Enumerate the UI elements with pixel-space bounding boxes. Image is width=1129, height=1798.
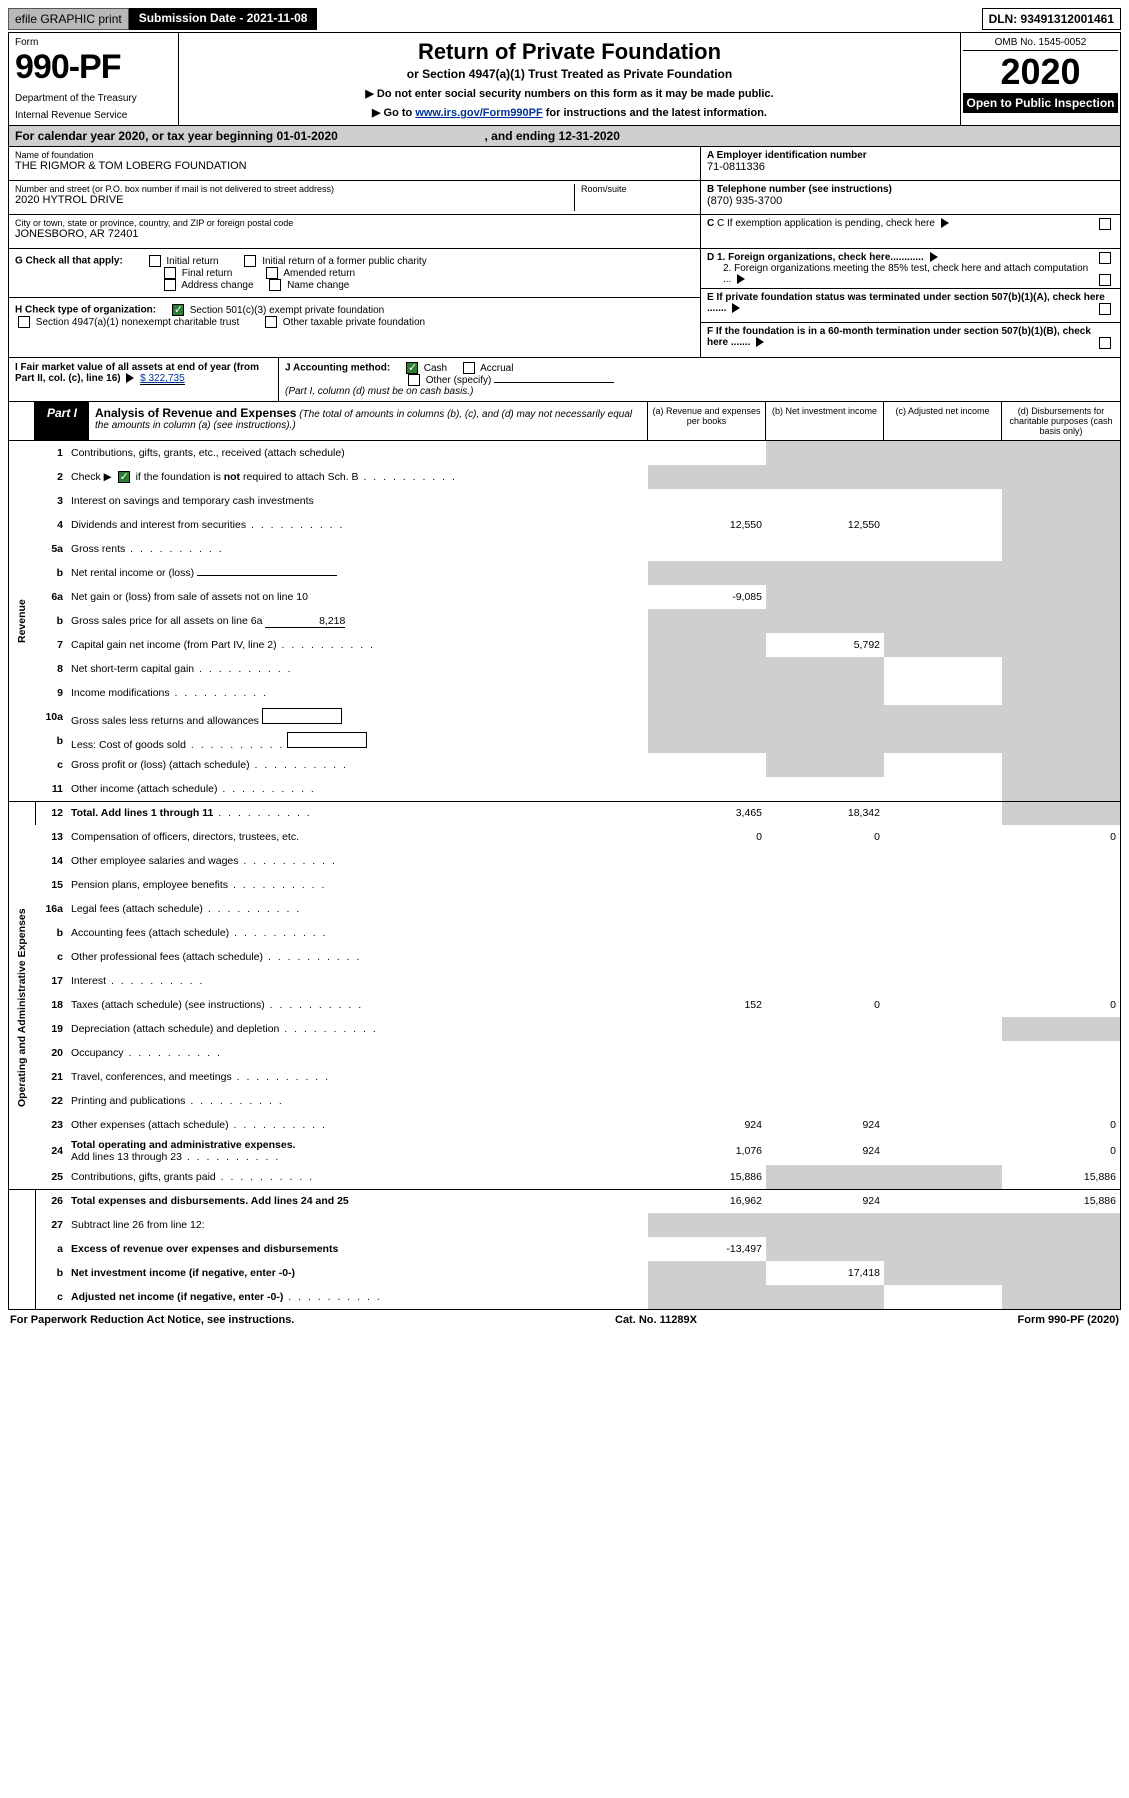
cat-number: Cat. No. 11289X bbox=[615, 1314, 697, 1326]
dln: DLN: 93491312001461 bbox=[982, 8, 1121, 30]
part1-label: Part I bbox=[35, 402, 89, 440]
g-section: G Check all that apply: Initial return I… bbox=[9, 249, 700, 298]
4947-checkbox[interactable] bbox=[18, 316, 30, 328]
d-section: D 1. Foreign organizations, check here..… bbox=[701, 249, 1120, 289]
phone: (870) 935-3700 bbox=[707, 195, 1114, 207]
h-section: H Check type of organization: Section 50… bbox=[9, 298, 700, 334]
60month-checkbox[interactable] bbox=[1099, 337, 1111, 349]
col-c-head: (c) Adjusted net income bbox=[884, 402, 1002, 440]
revenue-side-label: Revenue bbox=[9, 441, 35, 801]
irs-label: Internal Revenue Service bbox=[15, 110, 172, 121]
open-inspection: Open to Public Inspection bbox=[963, 93, 1118, 113]
i-section: I Fair market value of all assets at end… bbox=[9, 358, 279, 401]
tax-year: 2020 bbox=[963, 51, 1118, 93]
name-change-checkbox[interactable] bbox=[269, 279, 281, 291]
form-ref: Form 990-PF (2020) bbox=[1018, 1314, 1119, 1326]
ein: 71-0811336 bbox=[707, 161, 1114, 173]
foundation-name: THE RIGMOR & TOM LOBERG FOUNDATION bbox=[15, 160, 694, 172]
street-address: 2020 HYTROL DRIVE bbox=[15, 194, 574, 206]
instr-link: ▶ Go to www.irs.gov/Form990PF for instru… bbox=[189, 106, 950, 119]
c-section: C C If exemption application is pending,… bbox=[701, 215, 1120, 249]
85pct-checkbox[interactable] bbox=[1099, 274, 1111, 286]
final-return-checkbox[interactable] bbox=[164, 267, 176, 279]
efile-label: efile GRAPHIC print bbox=[8, 8, 129, 30]
fmv-link[interactable]: $ 322,735 bbox=[140, 373, 185, 385]
page-footer: For Paperwork Reduction Act Notice, see … bbox=[8, 1310, 1121, 1330]
schb-checkbox[interactable] bbox=[118, 471, 130, 483]
f-section: F If the foundation is in a 60-month ter… bbox=[701, 323, 1120, 357]
501c3-checkbox[interactable] bbox=[172, 304, 184, 316]
initial-former-checkbox[interactable] bbox=[244, 255, 256, 267]
phone-label: B Telephone number (see instructions) bbox=[707, 184, 1114, 195]
room-label: Room/suite bbox=[581, 184, 694, 194]
revenue-table: Revenue 1Contributions, gifts, grants, e… bbox=[9, 441, 1120, 1309]
city-state-zip: JONESBORO, AR 72401 bbox=[15, 228, 694, 240]
j-section: J Accounting method: Cash Accrual Other … bbox=[279, 358, 700, 401]
initial-return-checkbox[interactable] bbox=[149, 255, 161, 267]
status-terminated-checkbox[interactable] bbox=[1099, 303, 1111, 315]
top-bar: efile GRAPHIC print Submission Date - 20… bbox=[8, 8, 1121, 30]
addr-label: Number and street (or P.O. box number if… bbox=[15, 184, 574, 194]
expenses-side-label: Operating and Administrative Expenses bbox=[9, 825, 35, 1189]
form-title: Return of Private Foundation bbox=[189, 39, 950, 65]
col-b-head: (b) Net investment income bbox=[766, 402, 884, 440]
exemption-pending-checkbox[interactable] bbox=[1099, 218, 1111, 230]
paperwork-notice: For Paperwork Reduction Act Notice, see … bbox=[10, 1314, 294, 1326]
name-label: Name of foundation bbox=[15, 150, 694, 160]
foreign-org-checkbox[interactable] bbox=[1099, 252, 1111, 264]
dept-treasury: Department of the Treasury bbox=[15, 93, 172, 104]
ein-label: A Employer identification number bbox=[707, 150, 1114, 161]
other-taxable-checkbox[interactable] bbox=[265, 316, 277, 328]
e-section: E If private foundation status was termi… bbox=[701, 289, 1120, 323]
form-word: Form bbox=[15, 37, 172, 48]
submission-date: Submission Date - 2021-11-08 bbox=[129, 8, 318, 30]
accrual-checkbox[interactable] bbox=[463, 362, 475, 374]
calendar-year-row: For calendar year 2020, or tax year begi… bbox=[9, 126, 1120, 147]
cash-checkbox[interactable] bbox=[406, 362, 418, 374]
instr-ssn: ▶ Do not enter social security numbers o… bbox=[189, 87, 950, 100]
col-d-head: (d) Disbursements for charitable purpose… bbox=[1002, 402, 1120, 440]
omb-number: OMB No. 1545-0052 bbox=[963, 35, 1118, 51]
form-number: 990-PF bbox=[15, 48, 172, 87]
amended-checkbox[interactable] bbox=[266, 267, 278, 279]
form-header: Form 990-PF Department of the Treasury I… bbox=[9, 33, 1120, 126]
arrow-icon bbox=[941, 218, 949, 228]
other-method-checkbox[interactable] bbox=[408, 374, 420, 386]
irs-link[interactable]: www.irs.gov/Form990PF bbox=[415, 107, 542, 119]
address-change-checkbox[interactable] bbox=[164, 279, 176, 291]
form-subtitle: or Section 4947(a)(1) Trust Treated as P… bbox=[189, 67, 950, 81]
part1-header: Part I Analysis of Revenue and Expenses … bbox=[9, 402, 1120, 441]
city-label: City or town, state or province, country… bbox=[15, 218, 694, 228]
col-a-head: (a) Revenue and expenses per books bbox=[648, 402, 766, 440]
